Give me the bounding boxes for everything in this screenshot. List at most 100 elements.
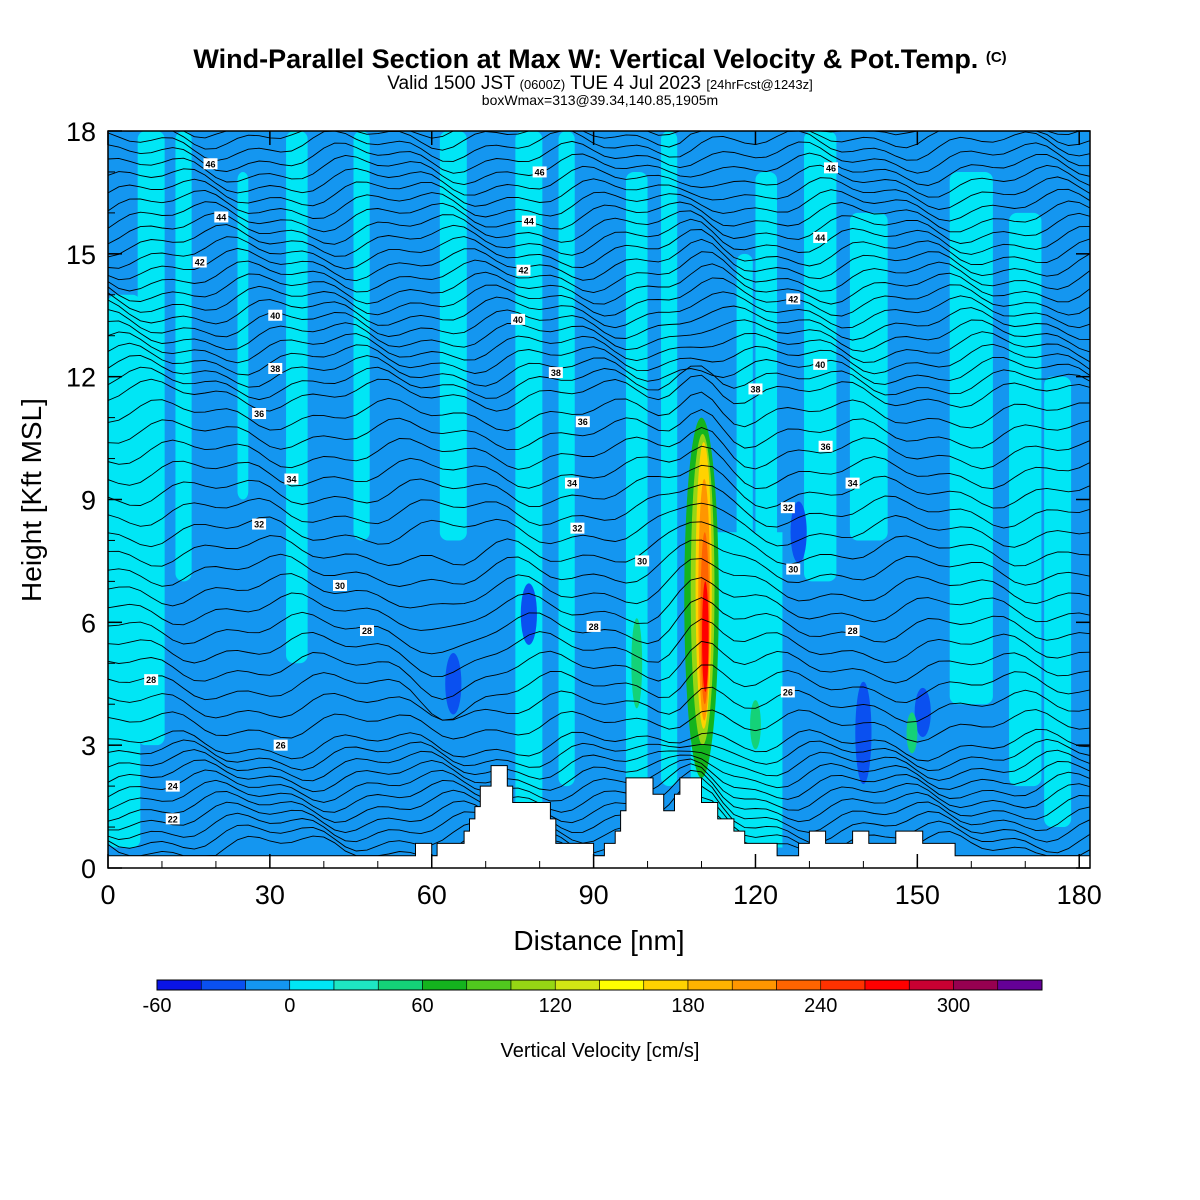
contour-label: 46 [203, 158, 218, 170]
contour-label-text: 34 [848, 479, 858, 489]
contour-label-bg [813, 231, 828, 243]
colorbar-swatch [776, 979, 822, 991]
downdraft-core [520, 583, 537, 645]
contour-label-text: 28 [146, 675, 156, 685]
colorbar-swatch [422, 979, 468, 991]
contour-label-text: 40 [270, 311, 280, 321]
contour-label: 38 [748, 383, 763, 395]
isentrope [108, 140, 1090, 174]
y-tick-label: 9 [81, 486, 96, 516]
contour-label-bg [824, 162, 839, 174]
x-tick-label: 120 [733, 880, 778, 910]
contour-label-text: 42 [518, 266, 528, 276]
isentrope [108, 374, 1090, 412]
downdraft-core [914, 687, 931, 737]
contour-label: 22 [165, 813, 180, 825]
potential-temperature-contours [108, 131, 1090, 857]
isentrope [108, 749, 1090, 782]
valid-utc-time: (0600Z) [519, 77, 566, 92]
contour-label-bg [818, 440, 833, 452]
colorbar-frame [156, 979, 1043, 991]
contour-label-text: 44 [524, 217, 534, 227]
isentrope [108, 738, 1090, 772]
y-tick-label: 0 [81, 854, 96, 884]
isentrope [108, 445, 1090, 490]
contour-label-text: 30 [788, 565, 798, 575]
isentrope [108, 342, 1090, 376]
contour-label-bg [284, 473, 299, 485]
isentrope [108, 754, 1090, 793]
contour-label: 44 [813, 231, 828, 243]
contour-label-text: 28 [848, 626, 858, 636]
isentrope [108, 391, 1090, 432]
isentrope [108, 758, 1090, 803]
isentrope [108, 785, 1090, 844]
isentrope [108, 618, 1090, 677]
isentrope [108, 539, 1090, 587]
contour-label-bg [845, 625, 860, 637]
downdraft-core [855, 681, 872, 785]
updraft-band [137, 131, 165, 746]
colorbar-swatch [908, 979, 954, 991]
updraft-band [849, 212, 888, 541]
colorbar-swatch [510, 979, 556, 991]
colorbar-swatch [997, 979, 1043, 991]
contour-label-text: 42 [195, 258, 205, 268]
colorbar-tick-label: 300 [937, 995, 970, 1017]
contour-label-text: 36 [578, 417, 588, 427]
contour-label-text: 46 [535, 167, 545, 177]
contour-label: 38 [548, 367, 563, 379]
isentrope [108, 483, 1090, 529]
contour-label-bg [333, 579, 348, 591]
weak-updraft [750, 700, 761, 750]
colorbar-swatch [377, 979, 423, 991]
contour-label-text: 36 [254, 409, 264, 419]
x-tick-label: 0 [100, 880, 115, 910]
contour-label-text: 24 [168, 782, 178, 792]
contour-label: 30 [333, 579, 348, 591]
colorbar-tick-label: -60 [143, 995, 172, 1017]
contour-label-bg [635, 555, 650, 567]
contour-label-bg [813, 358, 828, 370]
contour-label: 34 [845, 477, 860, 489]
colorbar-swatch [289, 979, 335, 991]
contour-label: 40 [511, 313, 526, 325]
contour-label-bg [165, 813, 180, 825]
contour-labels: 46 44 42 40 38 36 34 32 30 28 28 26 24 22 46 44 42 40 38 36… [144, 158, 860, 825]
isentrope [108, 577, 1090, 631]
colorbar-tick-label: 0 [284, 995, 295, 1017]
contour-label: 44 [521, 215, 536, 227]
colorbar-swatch [599, 979, 645, 991]
contour-label-text: 40 [513, 315, 523, 325]
colorbar-swatch [156, 979, 202, 991]
isentrope [108, 131, 1090, 162]
contour-label: 28 [359, 625, 374, 637]
contour-label: 34 [284, 473, 299, 485]
updraft-band [949, 171, 993, 705]
colorbar-tick-label: 180 [671, 995, 704, 1017]
colorbar-swatch [643, 979, 689, 991]
y-tick-label: 3 [81, 731, 96, 761]
contour-label-text: 46 [826, 163, 836, 173]
contour-label: 36 [575, 416, 590, 428]
contour-label-text: 28 [589, 622, 599, 632]
copyright-mark: (C) [985, 49, 1007, 66]
downdraft-core [790, 501, 807, 563]
contour-label-bg [252, 408, 267, 420]
x-tick-label: 180 [1057, 880, 1102, 910]
isentrope [108, 218, 1090, 258]
x-axis-label: Distance [nm] [513, 925, 684, 956]
contour-label-bg [521, 215, 536, 227]
chart-title-text: Wind-Parallel Section at Max W: Vertical… [193, 44, 979, 74]
contour-label-bg [575, 416, 590, 428]
x-tick-label: 30 [255, 880, 285, 910]
contour-label-bg [273, 739, 288, 751]
contour-label-bg [532, 166, 547, 178]
updraft-band [558, 131, 575, 787]
contour-label-text: 32 [783, 503, 793, 513]
isentrope [108, 686, 1090, 723]
weak-updraft [906, 712, 918, 754]
contour-label: 32 [252, 518, 267, 530]
